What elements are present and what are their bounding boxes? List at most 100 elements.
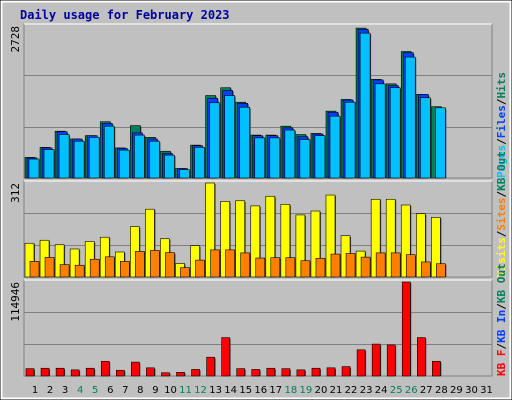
day-label: 8 xyxy=(137,385,143,396)
panel-background xyxy=(23,279,493,377)
y-max-label: 2728 xyxy=(9,26,22,53)
bar-sites xyxy=(59,264,70,278)
bar-kb-f xyxy=(131,361,140,377)
bar-kb-f xyxy=(221,337,230,377)
bar-kb-f xyxy=(70,369,80,377)
bar-sites xyxy=(436,263,446,278)
bar-visits xyxy=(250,205,261,278)
bar-kb-f xyxy=(432,360,441,377)
legend-entry: Pages xyxy=(495,145,508,178)
bar-sites xyxy=(240,252,250,278)
bar-pages xyxy=(314,135,326,179)
bar-kb-f xyxy=(85,367,95,377)
bar-pages xyxy=(359,32,371,179)
bar-kb-f xyxy=(401,281,411,377)
bar-sites xyxy=(270,257,281,278)
bar-kb-f xyxy=(296,369,306,377)
day-label: 7 xyxy=(122,385,128,396)
bar-pages xyxy=(43,149,55,179)
legend: Pages/Files/Hits xyxy=(495,72,508,178)
day-label: 13 xyxy=(209,385,222,396)
day-label: 4 xyxy=(77,385,83,396)
bar-sites xyxy=(74,264,85,278)
bar-pages xyxy=(374,83,386,179)
day-label: 24 xyxy=(375,385,388,396)
bar-sites xyxy=(210,249,220,278)
bar-sites xyxy=(345,253,356,278)
bar-pages xyxy=(239,106,250,179)
day-label: 19 xyxy=(300,385,313,396)
bar-pages xyxy=(254,137,266,179)
bar-sites xyxy=(120,261,130,278)
bar-sites xyxy=(360,256,371,278)
bar-kb-f xyxy=(356,349,366,377)
day-label: 28 xyxy=(435,385,448,396)
bar-pages xyxy=(194,147,205,179)
bar-pages xyxy=(28,158,40,179)
day-label: 1 xyxy=(32,385,38,396)
day-label: 14 xyxy=(224,385,237,396)
bar-sites xyxy=(375,252,386,278)
bar-pages xyxy=(88,137,100,179)
bar-kb-f xyxy=(326,367,336,377)
bar-sites xyxy=(165,252,175,278)
legend-entry: / xyxy=(495,303,508,310)
legend-entry: KB Out xyxy=(495,151,508,191)
bar-pages xyxy=(224,95,235,179)
bar-sites xyxy=(89,258,100,278)
bar-visits xyxy=(431,217,441,278)
bar-visits xyxy=(54,244,65,278)
bar-visits xyxy=(235,200,245,278)
y-max-label: 114946 xyxy=(9,282,22,322)
bar-kb-f xyxy=(25,368,35,377)
day-label: 21 xyxy=(330,385,343,396)
bar-sites xyxy=(150,250,160,278)
bar-pages xyxy=(209,102,220,179)
bar-visits xyxy=(295,214,306,278)
bar-sites xyxy=(390,252,401,278)
bar-sites xyxy=(135,251,145,278)
bar-pages xyxy=(134,134,145,179)
bar-sites xyxy=(330,253,341,278)
legend-entry: / xyxy=(495,98,508,105)
bar-pages xyxy=(344,101,356,179)
bar-kb-f xyxy=(206,356,215,377)
legend-entry: / xyxy=(495,230,508,237)
bar-sites xyxy=(195,259,205,278)
bar-kb-f xyxy=(161,372,170,377)
day-label: 5 xyxy=(92,385,98,396)
chart-title: Daily usage for February 2023 xyxy=(20,8,230,22)
bar-pages xyxy=(284,129,296,179)
bar-sites xyxy=(225,249,235,278)
visits-sites-panel: 312 Visits/Sites/KB Out xyxy=(9,151,508,278)
bar-pages xyxy=(404,56,416,179)
bar-sites xyxy=(104,256,115,278)
bar-pages xyxy=(329,115,341,179)
bar-visits xyxy=(325,194,336,278)
bar-visits xyxy=(145,208,155,278)
bar-kb-f xyxy=(386,344,396,377)
y-max-label: 312 xyxy=(9,183,22,203)
bar-visits xyxy=(69,248,80,278)
bar-visits xyxy=(415,213,426,278)
bar-pages xyxy=(179,169,190,179)
legend-entry: / xyxy=(495,191,508,198)
legend: KB F/KB In/KB Out xyxy=(495,263,508,376)
legend-entry: KB F xyxy=(495,350,508,377)
bar-sites xyxy=(285,257,296,278)
bar-visits xyxy=(385,198,396,278)
bar-kb-f xyxy=(40,367,50,377)
bar-sites xyxy=(255,257,266,278)
bar-sites xyxy=(300,260,311,278)
legend: Visits/Sites/KB Out xyxy=(495,151,508,277)
day-label: 23 xyxy=(360,385,373,396)
bar-visits xyxy=(205,182,215,278)
day-label: 16 xyxy=(254,385,267,396)
day-label: 6 xyxy=(107,385,113,396)
day-label: 3 xyxy=(62,385,68,396)
day-label: 20 xyxy=(315,385,328,396)
day-axis: 1 2 3 4 5 6 7 8 9 10 11 12 13 14 15 16 17 18 19 20 21 22 23 24 2… xyxy=(32,385,493,396)
bar-pages xyxy=(119,149,130,179)
